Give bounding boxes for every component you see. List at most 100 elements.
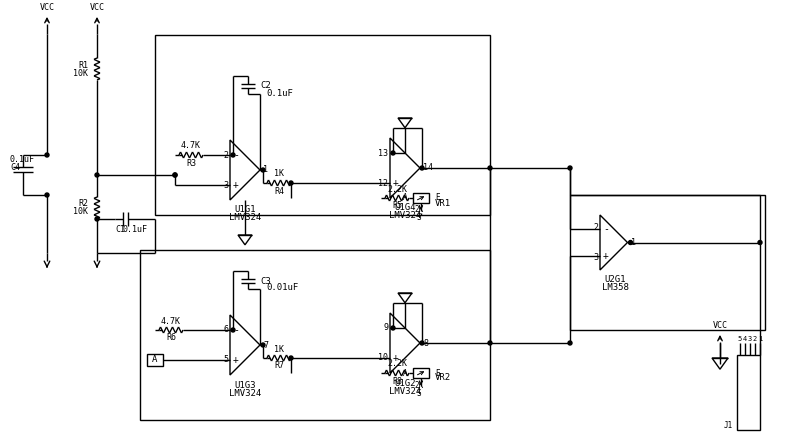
Text: -: - <box>233 150 239 160</box>
Text: A: A <box>152 355 158 365</box>
Text: R2: R2 <box>78 199 88 209</box>
Text: 2K: 2K <box>414 381 424 389</box>
Text: LM358: LM358 <box>602 284 629 292</box>
Text: U2G1: U2G1 <box>604 276 626 284</box>
Circle shape <box>289 181 293 185</box>
Text: 0.1uF: 0.1uF <box>266 89 293 97</box>
Bar <box>155 35 490 215</box>
Text: 1: 1 <box>758 336 762 342</box>
Text: R1: R1 <box>78 60 88 70</box>
Text: C2: C2 <box>260 82 270 90</box>
Text: 4: 4 <box>743 336 747 342</box>
Circle shape <box>173 173 177 177</box>
Text: E: E <box>435 369 440 377</box>
Text: 3: 3 <box>748 336 752 342</box>
Bar <box>140 250 490 420</box>
Text: LMV324: LMV324 <box>389 386 421 396</box>
Bar <box>737 355 760 430</box>
Text: 3: 3 <box>223 180 228 190</box>
Text: +: + <box>233 180 239 190</box>
Text: S: S <box>417 389 422 397</box>
Circle shape <box>420 166 424 170</box>
Text: +: + <box>233 355 239 365</box>
Text: 3: 3 <box>593 254 598 262</box>
Text: 10K: 10K <box>73 68 88 78</box>
Bar <box>570 195 765 330</box>
Text: C4: C4 <box>10 164 20 172</box>
Text: 4.7K: 4.7K <box>181 142 201 150</box>
Text: U1G1: U1G1 <box>234 206 256 214</box>
Circle shape <box>231 153 235 157</box>
Text: 2K: 2K <box>414 206 424 214</box>
Circle shape <box>95 217 99 221</box>
Text: U1G4: U1G4 <box>394 203 416 213</box>
Text: 10: 10 <box>378 354 388 363</box>
Text: 0.01uF: 0.01uF <box>266 284 298 292</box>
Text: 1: 1 <box>263 165 268 175</box>
Text: 2.2K: 2.2K <box>387 359 407 369</box>
Text: VCC: VCC <box>713 321 727 329</box>
Text: 8: 8 <box>423 339 428 348</box>
Text: 9: 9 <box>383 324 388 333</box>
Circle shape <box>289 356 293 360</box>
Text: R5: R5 <box>392 202 402 210</box>
Text: R8: R8 <box>392 377 402 385</box>
Circle shape <box>568 341 572 345</box>
Text: U1G3: U1G3 <box>234 381 256 389</box>
Text: -: - <box>233 325 239 335</box>
Text: 1K: 1K <box>274 169 284 179</box>
Text: 6: 6 <box>223 325 228 335</box>
Text: -: - <box>393 148 399 158</box>
Text: VCC: VCC <box>90 3 105 11</box>
Bar <box>413 193 429 203</box>
Circle shape <box>391 326 395 330</box>
Text: -: - <box>393 323 399 333</box>
Circle shape <box>488 341 492 345</box>
Text: E: E <box>435 194 440 202</box>
Text: R7: R7 <box>274 362 284 370</box>
Circle shape <box>261 168 265 172</box>
Circle shape <box>261 343 265 347</box>
Text: LMV324: LMV324 <box>229 389 261 397</box>
Text: 0.1uF: 0.1uF <box>10 156 35 164</box>
Circle shape <box>488 166 492 170</box>
Text: 14: 14 <box>423 164 433 172</box>
Text: 2: 2 <box>223 150 228 160</box>
Text: 12: 12 <box>378 179 388 187</box>
Text: R3: R3 <box>186 158 196 168</box>
Text: LMV324: LMV324 <box>389 212 421 220</box>
Text: +: + <box>393 178 399 188</box>
Bar <box>147 354 163 366</box>
Text: VCC: VCC <box>39 3 54 11</box>
Circle shape <box>45 153 49 157</box>
Circle shape <box>758 240 762 244</box>
Text: 10K: 10K <box>73 208 88 217</box>
Text: VR1: VR1 <box>435 198 451 208</box>
Circle shape <box>420 341 424 345</box>
Text: 2.2K: 2.2K <box>387 184 407 194</box>
Text: +: + <box>603 251 609 261</box>
Circle shape <box>173 173 177 177</box>
Circle shape <box>95 173 99 177</box>
Text: A: A <box>402 369 407 377</box>
Circle shape <box>629 240 633 244</box>
Text: 7: 7 <box>263 340 268 350</box>
Text: A: A <box>402 194 407 202</box>
Circle shape <box>45 193 49 197</box>
Text: 4.7K: 4.7K <box>161 317 181 325</box>
Circle shape <box>231 328 235 332</box>
Circle shape <box>391 151 395 155</box>
Text: R4: R4 <box>274 187 284 195</box>
Text: C1: C1 <box>115 225 125 235</box>
Text: 5: 5 <box>738 336 742 342</box>
Circle shape <box>568 166 572 170</box>
Text: C3: C3 <box>260 277 270 285</box>
Text: -: - <box>603 224 609 234</box>
Text: LMV324: LMV324 <box>229 213 261 223</box>
Text: 5: 5 <box>223 355 228 365</box>
Text: 2: 2 <box>593 223 598 232</box>
Text: VR2: VR2 <box>435 374 451 382</box>
Text: 2: 2 <box>753 336 757 342</box>
Text: 13: 13 <box>378 149 388 157</box>
Text: U1G2: U1G2 <box>394 378 416 388</box>
